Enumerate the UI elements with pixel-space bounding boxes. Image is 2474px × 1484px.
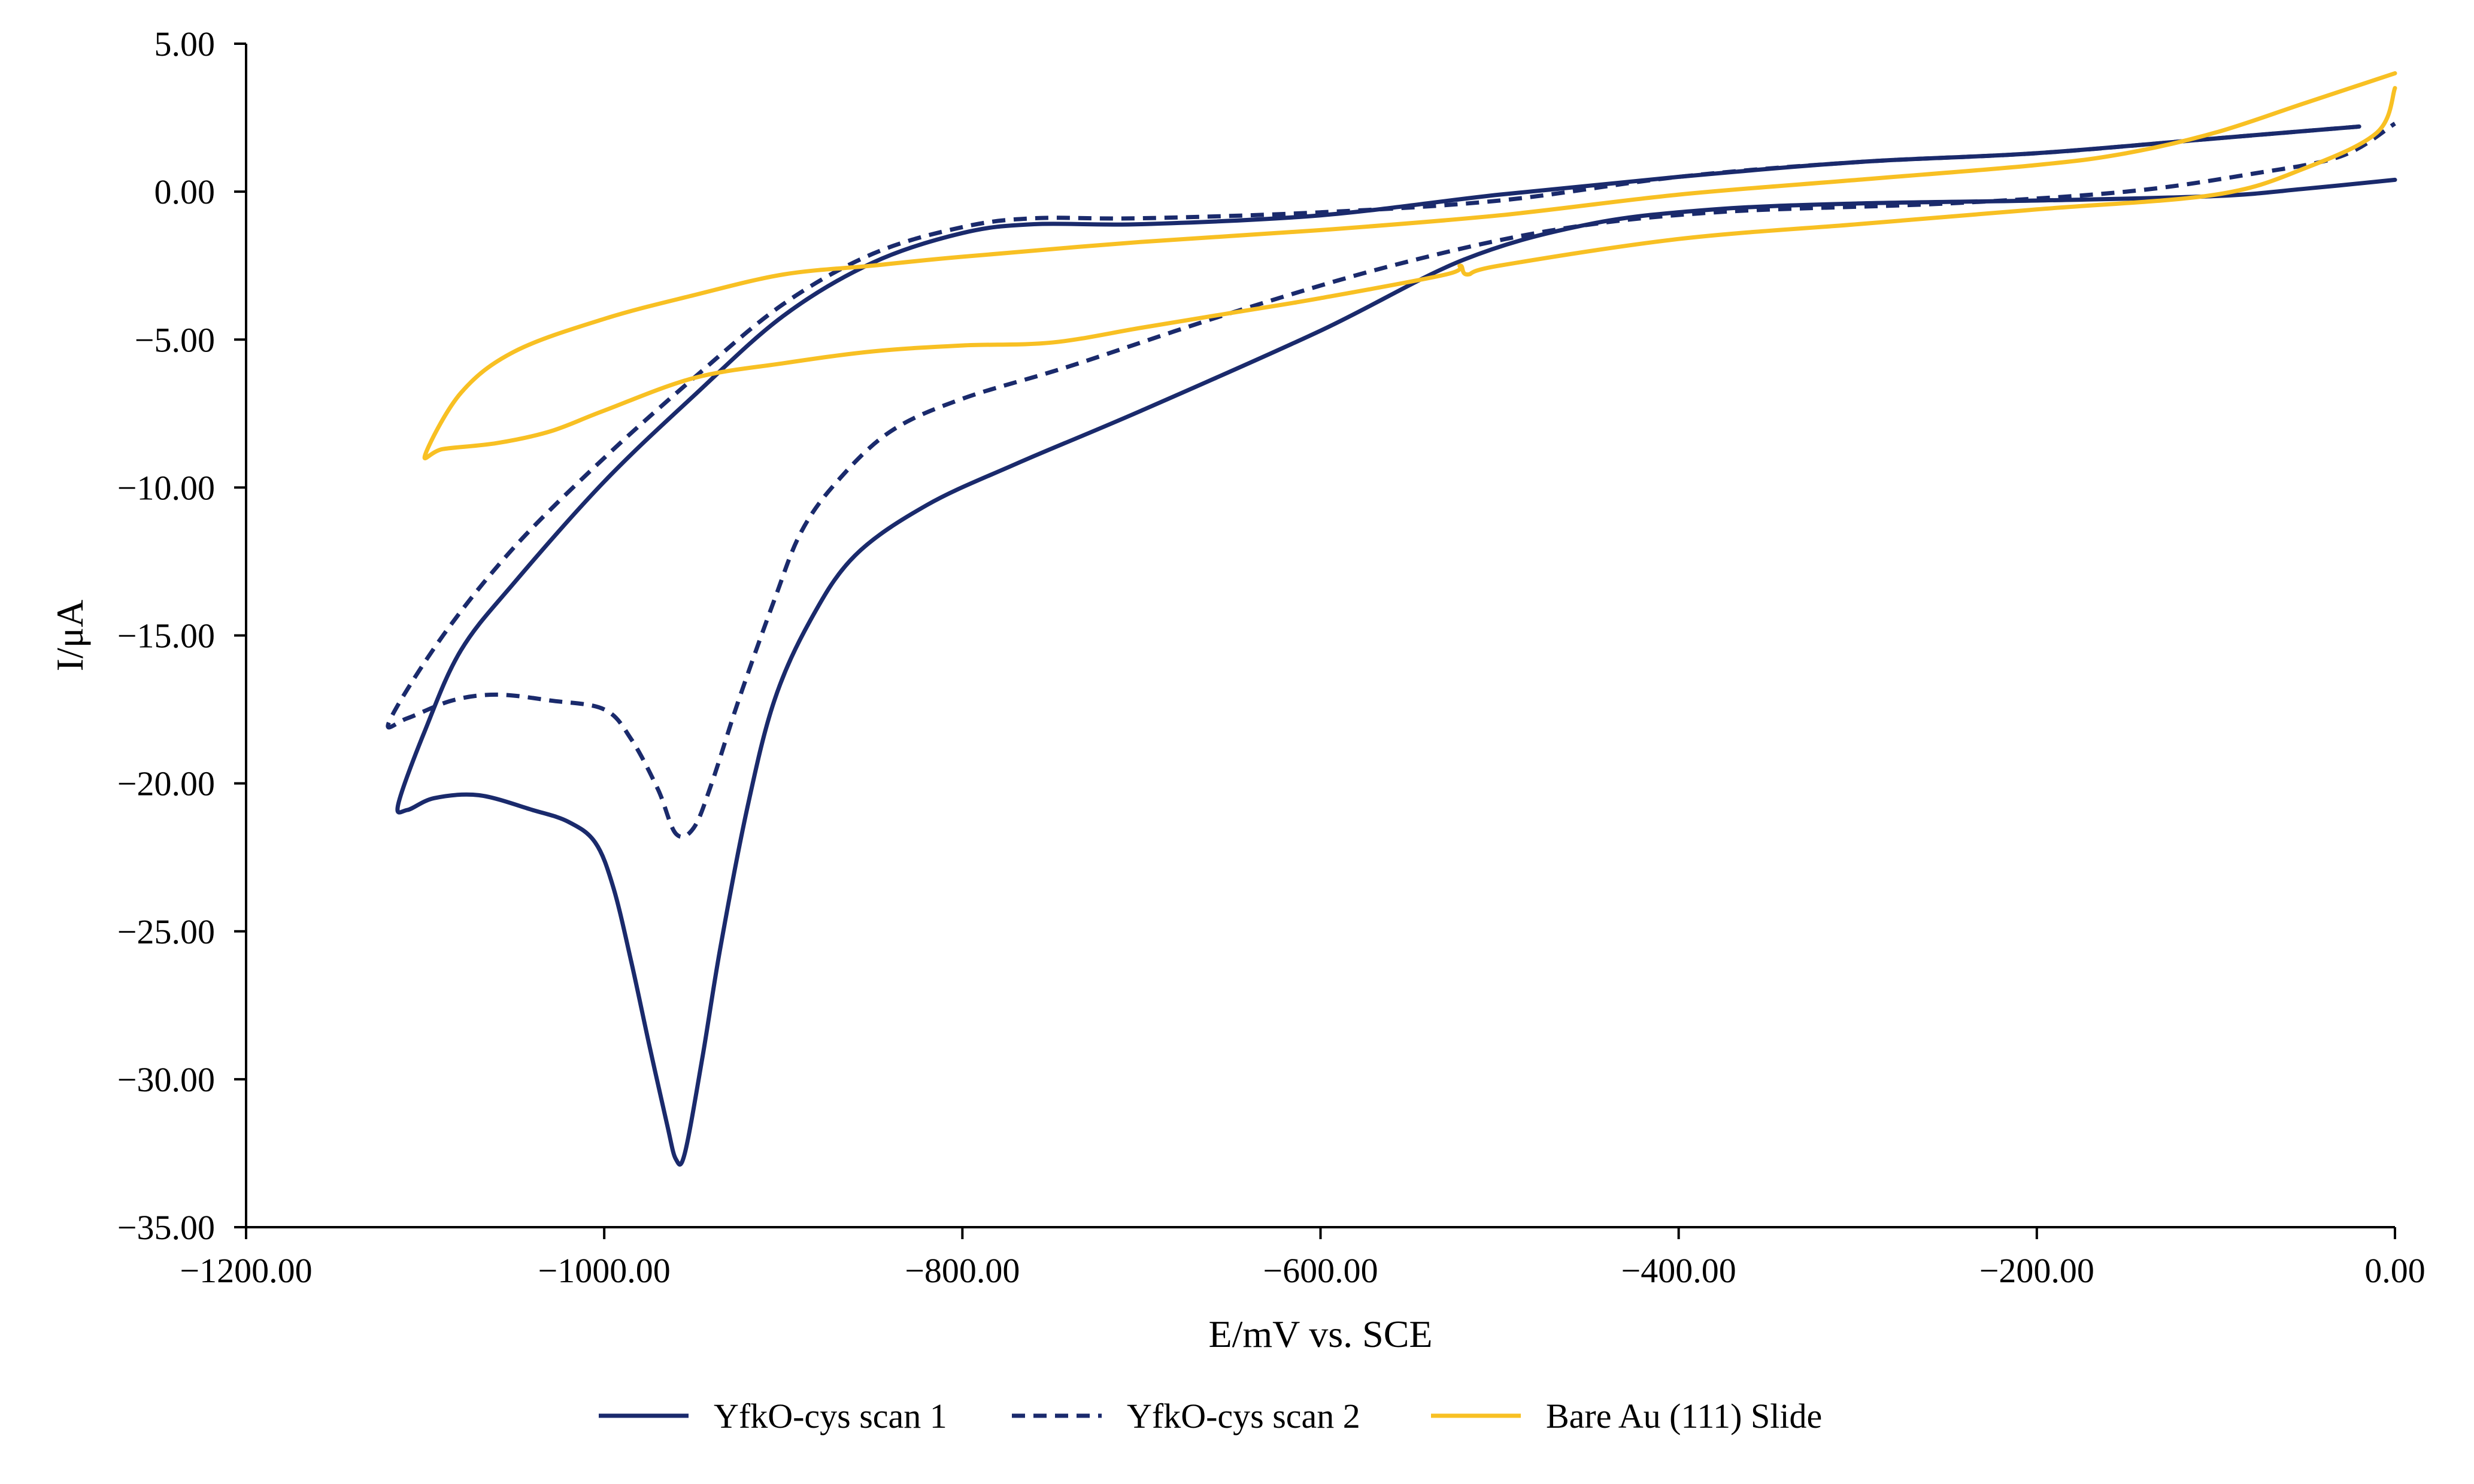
y-tick-label: −30.00 <box>117 1060 215 1099</box>
y-axis-title: I/μA <box>48 600 91 672</box>
x-tick-label: −200.00 <box>1979 1251 2094 1290</box>
x-tick-label: −600.00 <box>1263 1251 1378 1290</box>
x-tick-label: −400.00 <box>1621 1251 1736 1290</box>
legend-label-3: Bare Au (111) Slide <box>1546 1397 1822 1436</box>
axes <box>245 44 2395 1228</box>
series-line-3 <box>422 71 2397 461</box>
y-tick-label: −5.00 <box>135 320 215 359</box>
y-tick-label: 0.00 <box>154 172 216 211</box>
y-tick-label: −15.00 <box>117 617 215 655</box>
x-axis-title: E/mV vs. SCE <box>1209 1313 1433 1355</box>
x-tick-label: −1200.00 <box>180 1251 312 1290</box>
y-tick-label: −35.00 <box>117 1208 215 1247</box>
series-line-2 <box>386 122 2396 839</box>
y-tick-label: −10.00 <box>117 468 215 507</box>
x-tick-label: 0.00 <box>2364 1251 2426 1290</box>
y-tick-label: −20.00 <box>117 764 215 803</box>
legend: YfkO-cys scan 1 YfkO-cys scan 2 Bare Au (1… <box>599 1397 1822 1436</box>
legend-label-2: YfkO-cys scan 2 <box>1127 1397 1360 1436</box>
x-tick-label: −800.00 <box>905 1251 1020 1290</box>
y-tick-label: −25.00 <box>117 912 215 951</box>
series-line-1 <box>395 124 2397 1167</box>
series-lines <box>386 71 2397 1167</box>
y-ticks: 5.00 0.00 −5.00 −10.00 −15.00 −20.00 −25.00 −30… <box>117 25 246 1247</box>
y-tick-label: 5.00 <box>154 25 216 63</box>
x-ticks: −1200.00 −1000.00 −800.00 −600.00 −400.00 −20… <box>180 1227 2426 1290</box>
x-tick-label: −1000.00 <box>538 1251 671 1290</box>
legend-label-1: YfkO-cys scan 1 <box>714 1397 947 1436</box>
